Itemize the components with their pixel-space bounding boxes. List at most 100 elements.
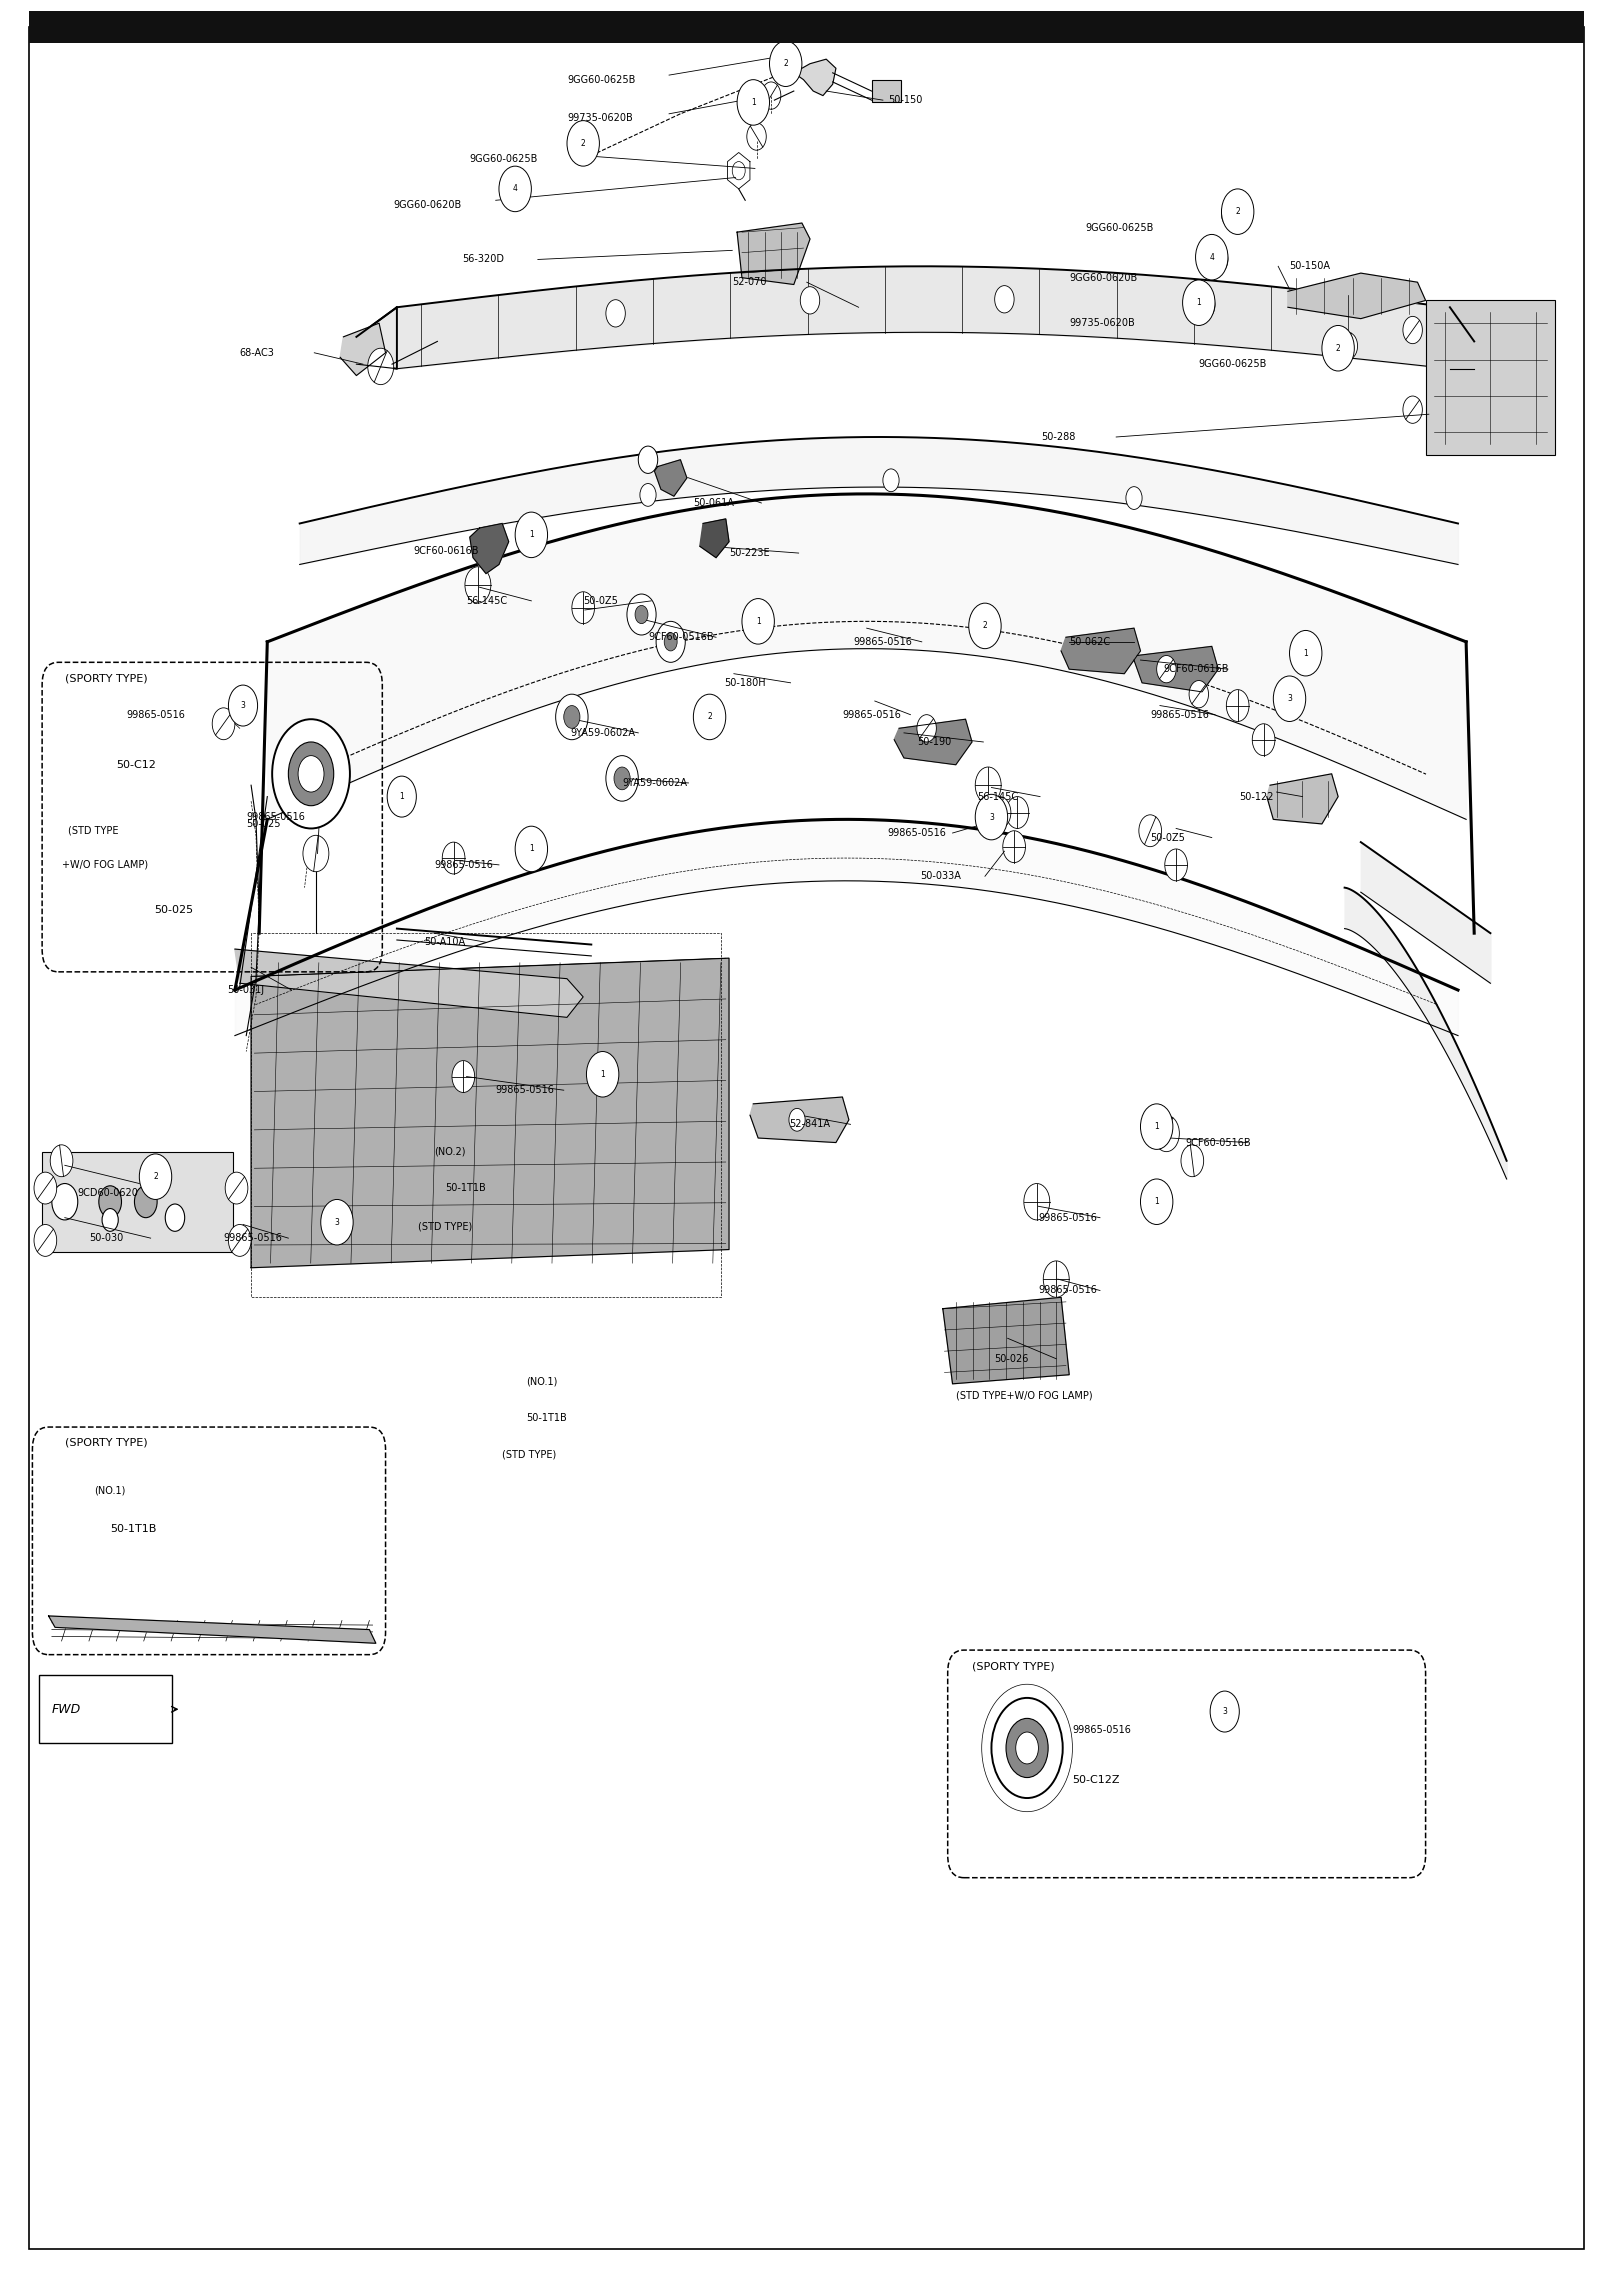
Bar xyxy=(1426,300,1555,455)
Text: 99735-0620B: 99735-0620B xyxy=(567,114,633,123)
Circle shape xyxy=(1183,280,1215,325)
Circle shape xyxy=(1024,1184,1050,1220)
Circle shape xyxy=(1181,1145,1204,1177)
Text: 2: 2 xyxy=(1336,344,1340,353)
Circle shape xyxy=(638,446,658,473)
Text: 9GG60-0625B: 9GG60-0625B xyxy=(1199,360,1267,369)
Text: 99865-0516: 99865-0516 xyxy=(1072,1725,1131,1734)
Polygon shape xyxy=(654,460,687,496)
Circle shape xyxy=(567,121,599,166)
Text: 50-025: 50-025 xyxy=(154,906,193,915)
Text: (NO.2): (NO.2) xyxy=(434,1147,465,1156)
Polygon shape xyxy=(251,958,729,1268)
Polygon shape xyxy=(943,1297,1069,1384)
Circle shape xyxy=(664,633,677,651)
Circle shape xyxy=(165,1204,185,1231)
Circle shape xyxy=(1126,487,1142,510)
Text: (STD TYPE+W/O FOG LAMP): (STD TYPE+W/O FOG LAMP) xyxy=(956,1391,1092,1400)
Text: (SPORTY TYPE): (SPORTY TYPE) xyxy=(972,1661,1055,1671)
Circle shape xyxy=(499,166,531,212)
Text: 9GG60-0620B: 9GG60-0620B xyxy=(394,200,462,209)
Text: 9CF60-0616B: 9CF60-0616B xyxy=(1163,665,1228,674)
Circle shape xyxy=(1157,655,1176,683)
Circle shape xyxy=(387,776,416,817)
Text: (STD TYPE: (STD TYPE xyxy=(68,826,118,835)
Circle shape xyxy=(975,767,1001,803)
Circle shape xyxy=(606,300,625,328)
Circle shape xyxy=(228,685,258,726)
Circle shape xyxy=(995,284,1014,312)
Circle shape xyxy=(732,162,745,180)
Text: 99735-0620B: 99735-0620B xyxy=(1069,319,1136,328)
Circle shape xyxy=(556,694,588,740)
Polygon shape xyxy=(737,223,810,284)
Circle shape xyxy=(1252,724,1275,756)
Text: 99865-0516: 99865-0516 xyxy=(496,1086,554,1095)
Text: 50-150: 50-150 xyxy=(888,96,922,105)
Circle shape xyxy=(627,594,656,635)
Circle shape xyxy=(288,742,334,806)
Text: (STD TYPE): (STD TYPE) xyxy=(418,1222,471,1231)
Polygon shape xyxy=(1288,273,1426,319)
Text: 1: 1 xyxy=(601,1070,604,1079)
Text: 99865-0516: 99865-0516 xyxy=(888,828,946,838)
Circle shape xyxy=(212,708,235,740)
Text: 2: 2 xyxy=(1236,207,1239,216)
Circle shape xyxy=(656,621,685,662)
Bar xyxy=(872,80,901,102)
Text: 1: 1 xyxy=(1304,649,1307,658)
Text: 50-061A: 50-061A xyxy=(693,498,734,508)
Circle shape xyxy=(465,567,491,603)
Text: FWD: FWD xyxy=(52,1702,81,1716)
Circle shape xyxy=(272,719,350,828)
Circle shape xyxy=(1221,200,1241,228)
Text: 50-026: 50-026 xyxy=(995,1354,1029,1363)
Text: 50-288: 50-288 xyxy=(1042,432,1076,442)
Circle shape xyxy=(1226,690,1249,721)
Text: 50-C12: 50-C12 xyxy=(117,760,157,769)
Text: 50-223E: 50-223E xyxy=(729,549,770,558)
Text: 1: 1 xyxy=(400,792,403,801)
Circle shape xyxy=(52,1184,78,1220)
Polygon shape xyxy=(750,1097,849,1143)
Text: 9YA59-0602A: 9YA59-0602A xyxy=(570,728,635,737)
Circle shape xyxy=(1189,681,1209,708)
Text: 50-030: 50-030 xyxy=(89,1234,123,1243)
Text: 1: 1 xyxy=(752,98,755,107)
Bar xyxy=(29,11,1584,43)
Circle shape xyxy=(99,1186,121,1218)
Circle shape xyxy=(34,1224,57,1256)
Circle shape xyxy=(1140,1179,1173,1224)
Text: 99865-0516: 99865-0516 xyxy=(434,860,492,869)
Polygon shape xyxy=(1061,628,1140,674)
Circle shape xyxy=(640,483,656,505)
Text: 50-150A: 50-150A xyxy=(1290,262,1330,271)
Text: 50-062C: 50-062C xyxy=(1069,637,1110,646)
Circle shape xyxy=(442,842,465,874)
Circle shape xyxy=(1209,246,1228,273)
Circle shape xyxy=(515,512,548,558)
Circle shape xyxy=(572,592,595,624)
Circle shape xyxy=(991,1698,1063,1798)
Circle shape xyxy=(789,1108,805,1131)
Circle shape xyxy=(1003,831,1025,863)
Text: 2: 2 xyxy=(154,1172,157,1181)
Circle shape xyxy=(1403,396,1422,423)
Circle shape xyxy=(742,599,774,644)
Circle shape xyxy=(228,1224,251,1256)
Polygon shape xyxy=(894,719,972,765)
Text: 50-180H: 50-180H xyxy=(724,678,766,687)
Text: 2: 2 xyxy=(708,712,711,721)
Text: (NO.1): (NO.1) xyxy=(526,1377,557,1386)
Circle shape xyxy=(1196,291,1215,319)
Text: 9GG60-0620B: 9GG60-0620B xyxy=(1069,273,1137,282)
Circle shape xyxy=(883,469,899,492)
Circle shape xyxy=(134,1186,157,1218)
Circle shape xyxy=(368,348,394,385)
Text: +W/O FOG LAMP): +W/O FOG LAMP) xyxy=(62,860,147,869)
Text: 50-1T1B: 50-1T1B xyxy=(526,1413,567,1422)
Text: 50-0Z5: 50-0Z5 xyxy=(1150,833,1186,842)
Text: 50-122: 50-122 xyxy=(1239,792,1273,801)
Text: 2: 2 xyxy=(582,139,585,148)
Text: 50-031J: 50-031J xyxy=(227,986,264,995)
